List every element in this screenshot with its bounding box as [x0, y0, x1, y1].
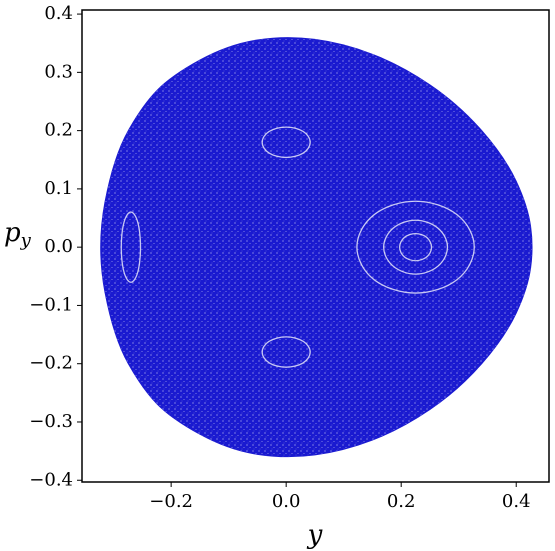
y-tick-label: −0.4 — [29, 469, 73, 490]
y-tick-label: −0.1 — [29, 294, 73, 315]
y-axis-label-base: p — [4, 218, 21, 248]
orbit — [383, 219, 449, 275]
orbit — [356, 200, 475, 294]
y-tick-label: 0.3 — [44, 61, 73, 82]
y-axis-label-sub: y — [20, 230, 32, 251]
point-cloud-texture — [100, 37, 533, 457]
y-tick-label: 0.4 — [44, 3, 73, 24]
y-tick-label: −0.2 — [29, 353, 73, 374]
y-tick-label: 0.0 — [44, 236, 73, 257]
y-tick-label: 0.1 — [44, 178, 73, 199]
y-tick-label: −0.3 — [29, 411, 73, 432]
x-tick-label: 0.2 — [387, 491, 416, 512]
y-tick-label: 0.2 — [44, 120, 73, 141]
y-axis-label: py — [4, 218, 32, 251]
orbit — [398, 232, 433, 262]
x-tick-label: −0.2 — [149, 491, 193, 512]
x-tick-label: 0.0 — [272, 491, 301, 512]
x-axis-label: y — [307, 520, 323, 550]
orbit — [120, 211, 142, 283]
x-tick-label: 0.4 — [502, 491, 531, 512]
plot-frame — [81, 9, 550, 483]
orbit — [261, 126, 311, 159]
orbit — [261, 336, 311, 368]
